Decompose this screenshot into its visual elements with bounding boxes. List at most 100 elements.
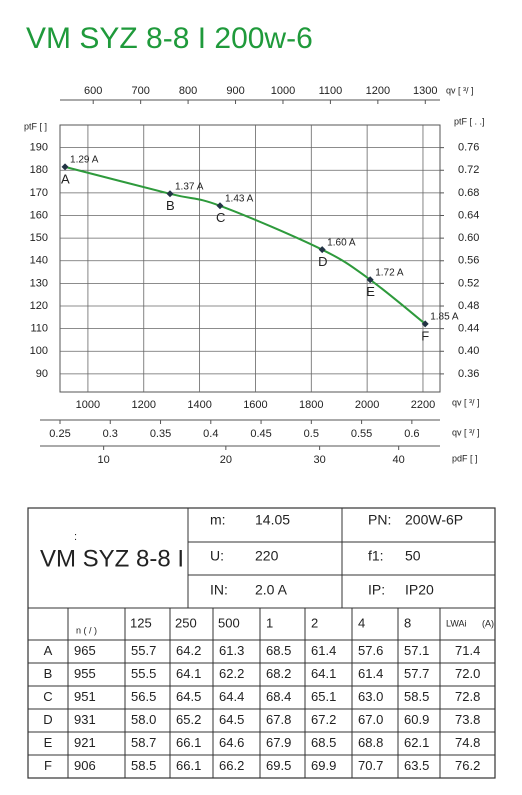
y-tick-label: 160 xyxy=(30,209,48,221)
extra-axis-tick-label: 30 xyxy=(313,454,325,466)
point-label: A xyxy=(61,171,70,186)
extra-axis-tick-label: 0.6 xyxy=(404,428,419,440)
y-tick-label: 120 xyxy=(30,300,48,312)
point-annotation: 1.60 A xyxy=(327,237,356,248)
operating-point xyxy=(166,190,174,198)
extra-axis-tick-label: 0.4 xyxy=(203,428,218,440)
extra-axis-tick-label: 0.55 xyxy=(351,428,372,440)
table-cell: 921 xyxy=(74,735,96,750)
table-cell: 67.0 xyxy=(358,712,383,727)
extra-axis-tick-label: 10 xyxy=(98,454,110,466)
table-cell: 61.4 xyxy=(311,643,336,658)
point-annotation: 1.29 A xyxy=(70,155,99,166)
point-annotation: 1.85 A xyxy=(430,312,459,323)
operating-point xyxy=(366,276,374,284)
table-cell: 76.2 xyxy=(455,758,480,773)
point-label: E xyxy=(366,284,375,299)
table-cell: 74.8 xyxy=(455,735,480,750)
table-cell: 68.8 xyxy=(358,735,383,750)
table-header: n ( / ) xyxy=(76,625,97,635)
table-header: 250 xyxy=(175,615,197,630)
table-cell: 64.6 xyxy=(219,735,244,750)
table-cell: 73.8 xyxy=(455,712,480,727)
operating-point xyxy=(318,246,326,254)
y-tick-label: 110 xyxy=(30,323,48,335)
table-frame xyxy=(27,507,496,779)
spec-label: f1: xyxy=(368,548,384,564)
table-cell: A xyxy=(44,643,53,658)
table-cell: 72.8 xyxy=(455,689,480,704)
table-cell: 58.7 xyxy=(131,735,156,750)
table-cell: 58.5 xyxy=(131,758,156,773)
table-cell: 57.6 xyxy=(358,643,383,658)
extra-axis-tick-label: 40 xyxy=(393,454,405,466)
table-cell: 65.1 xyxy=(311,689,336,704)
table-cell: 63.0 xyxy=(358,689,383,704)
table-cell: 965 xyxy=(74,643,96,658)
table-header: 500 xyxy=(218,615,240,630)
spec-value: 200W-6P xyxy=(405,512,463,528)
y2-tick-label: 0.40 xyxy=(458,345,479,357)
table-cell: 67.9 xyxy=(266,735,291,750)
spec-value: 2.0 A xyxy=(255,582,288,598)
table-header: 8 xyxy=(404,615,411,630)
spec-value: 220 xyxy=(255,548,279,564)
table-cell: 58.0 xyxy=(131,712,156,727)
table-cell: 61.4 xyxy=(358,666,383,681)
plot-frame xyxy=(59,124,441,393)
table-cell: 66.1 xyxy=(176,758,201,773)
spec-label: IP: xyxy=(368,582,385,598)
y-axis-label: ptF [ ] xyxy=(24,121,47,131)
table-cell: 55.7 xyxy=(131,643,156,658)
extra-axis-tick-label: 0.45 xyxy=(250,428,271,440)
spec-label: m: xyxy=(210,512,226,528)
operating-point xyxy=(61,163,69,171)
table-cell: 63.5 xyxy=(404,758,429,773)
table-cell: C xyxy=(43,689,52,704)
table-header: 1 xyxy=(266,615,273,630)
y-tick-label: 100 xyxy=(30,345,48,357)
top-axis-tick-label: 1000 xyxy=(271,85,295,97)
spec-value: 14.05 xyxy=(255,512,290,528)
table-cell: 955 xyxy=(74,666,96,681)
table-cell: 64.4 xyxy=(219,689,244,704)
y2-tick-label: 0.48 xyxy=(458,300,479,312)
table-cell: 62.1 xyxy=(404,735,429,750)
top-axis-tick-label: 600 xyxy=(84,85,102,97)
point-label: C xyxy=(216,210,225,225)
top-axis-tick-label: 900 xyxy=(226,85,244,97)
x-tick-label: 2200 xyxy=(411,399,435,411)
table-cell: 58.5 xyxy=(404,689,429,704)
table-cell: 68.5 xyxy=(311,735,336,750)
top-axis-tick-label: 1100 xyxy=(319,85,343,97)
table-cell: D xyxy=(43,712,52,727)
extra-axis-tick-label: 0.5 xyxy=(304,428,319,440)
top-axis-label: qv [ ³/ ] xyxy=(446,85,474,95)
point-label: B xyxy=(166,198,175,213)
point-label: D xyxy=(318,254,327,269)
table-cell: E xyxy=(44,735,53,750)
table-cell: 66.2 xyxy=(219,758,244,773)
extra-axis-label: qv [ ³/ ] xyxy=(452,427,480,437)
page-title: VM SYZ 8-8 I 200w-6 xyxy=(26,22,313,55)
table-cell: 67.8 xyxy=(266,712,291,727)
top-axis-tick-label: 1200 xyxy=(366,85,390,97)
x-tick-label: 1400 xyxy=(187,399,211,411)
table-cell: 64.1 xyxy=(176,666,201,681)
table-header: 4 xyxy=(358,615,365,630)
y2-tick-label: 0.56 xyxy=(458,255,479,267)
table-cell: 57.1 xyxy=(404,643,429,658)
y-tick-label: 140 xyxy=(30,255,48,267)
extra-axis-tick-label: 0.35 xyxy=(150,428,171,440)
table-cell: 55.5 xyxy=(131,666,156,681)
spec-label: U: xyxy=(210,548,224,564)
spec-value: 50 xyxy=(405,548,421,564)
table-cell: 64.5 xyxy=(219,712,244,727)
y2-tick-label: 0.76 xyxy=(458,142,479,154)
y2-tick-label: 0.60 xyxy=(458,232,479,244)
table-colon: : xyxy=(74,531,77,543)
x-tick-label: 1800 xyxy=(299,399,323,411)
fan-curve xyxy=(64,165,426,325)
table-cell: F xyxy=(44,758,52,773)
y-tick-label: 170 xyxy=(30,187,48,199)
